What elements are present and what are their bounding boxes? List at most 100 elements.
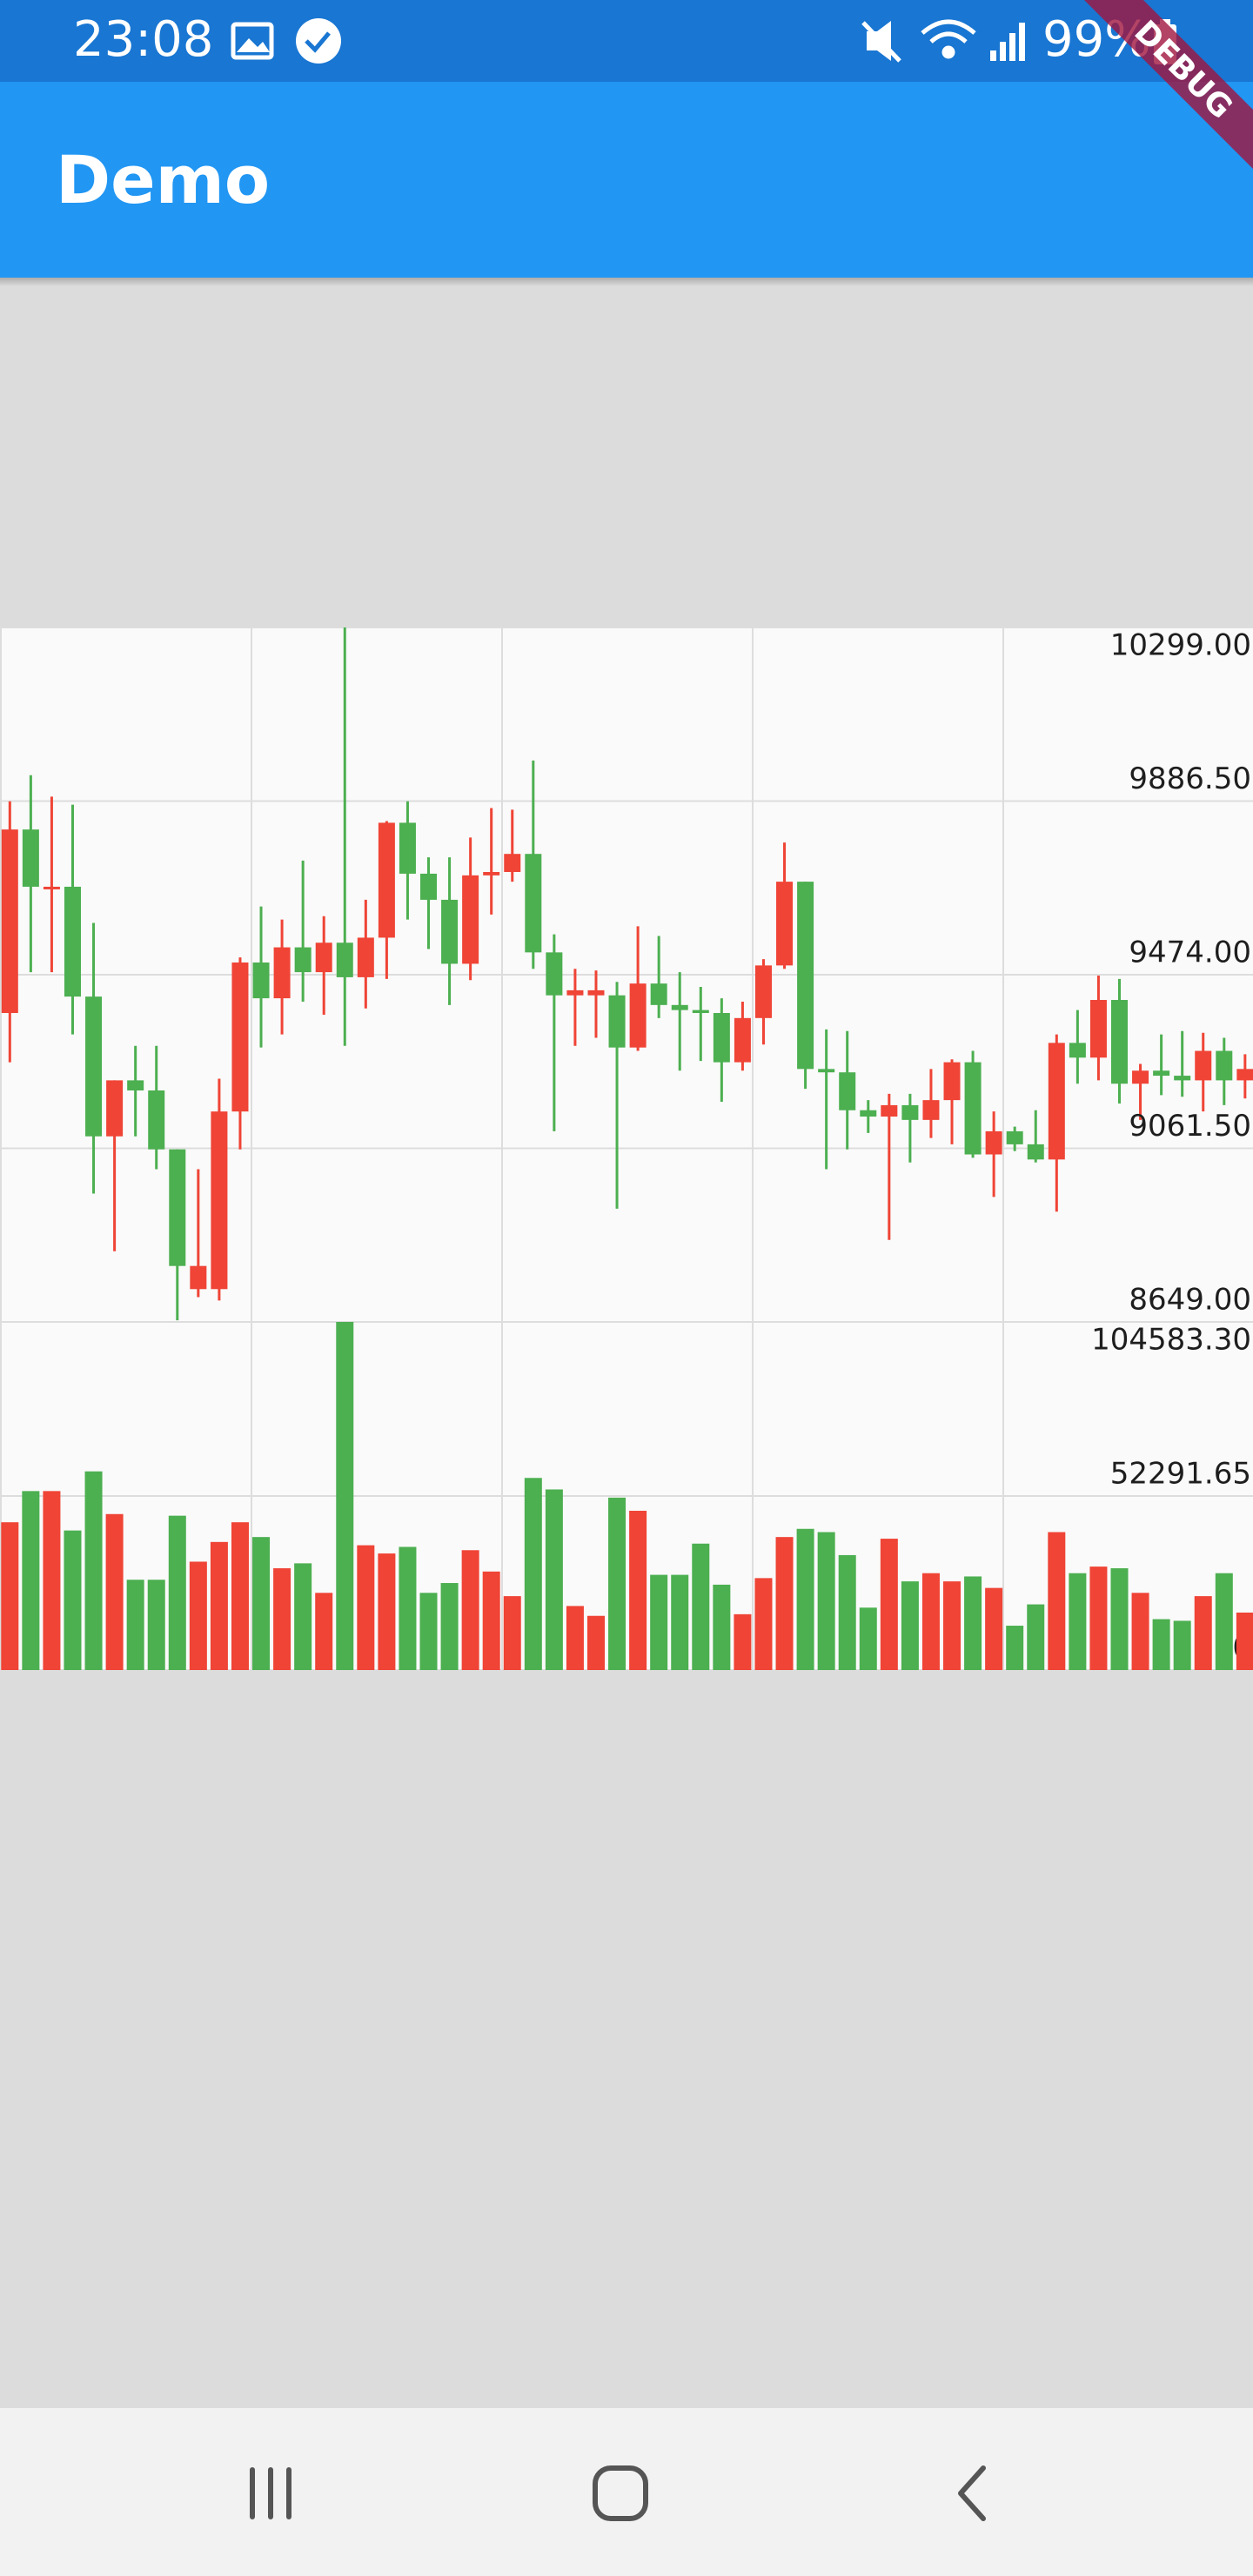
volume-bar: [419, 1593, 438, 1670]
volume-bar: [1048, 1532, 1066, 1670]
volume-bar: [671, 1574, 689, 1670]
candle-body: [1006, 1130, 1023, 1144]
candle-body: [713, 1013, 730, 1063]
home-button[interactable]: [593, 2465, 648, 2521]
candle-body: [441, 899, 459, 964]
volume-bar: [378, 1553, 396, 1670]
volume-bar: [1110, 1568, 1129, 1670]
candle-body: [629, 983, 647, 1048]
y-tick-label: 9061.50: [1129, 1109, 1251, 1144]
volume-bar: [586, 1615, 605, 1670]
volume-bar: [1006, 1626, 1024, 1670]
volume-bar: [692, 1543, 710, 1670]
candle-body: [64, 886, 81, 997]
volume-bar: [399, 1546, 417, 1670]
candle-body: [901, 1104, 919, 1120]
signal-icon: [990, 23, 1025, 61]
volume-bar: [775, 1537, 794, 1670]
volume-bar: [524, 1478, 542, 1670]
candle-body: [587, 989, 605, 996]
candle-body: [671, 1004, 688, 1010]
back-button[interactable]: [958, 2465, 986, 2521]
y-tick-label: 52291.65: [1110, 1457, 1251, 1492]
volume-bar: [64, 1530, 82, 1670]
volume-bar: [1131, 1593, 1149, 1670]
candle-body: [881, 1104, 898, 1117]
volume-bar: [22, 1491, 40, 1670]
candle-body: [546, 952, 563, 996]
candle-body: [169, 1149, 186, 1266]
gallery-icon: [231, 22, 274, 60]
volume-bar: [1152, 1619, 1170, 1670]
volume-bar: [503, 1596, 521, 1670]
volume-bar: [336, 1322, 354, 1670]
candle-body: [1236, 1069, 1253, 1081]
app-bar-title: Demo: [56, 141, 270, 218]
y-tick-label: 10299.00: [1110, 628, 1251, 663]
volume-bar: [566, 1606, 584, 1670]
volume-bar: [84, 1471, 103, 1670]
volume-bar: [859, 1607, 877, 1670]
volume-bar: [608, 1497, 626, 1670]
volume-bar: [147, 1580, 165, 1670]
y-tick-label: 9886.50: [1129, 761, 1251, 796]
candle-body: [357, 937, 374, 977]
volume-bar: [754, 1578, 773, 1670]
candle-body: [776, 882, 794, 966]
candle-body: [1069, 1043, 1086, 1058]
candle-body: [860, 1110, 877, 1117]
charts: 10299.00 9886.50 9474.00 9061.50 8649.00 1045…: [0, 627, 1253, 1671]
volume-bar: [461, 1550, 479, 1670]
volume-bar: [252, 1537, 271, 1670]
app-bar: [0, 82, 1253, 278]
candle-body: [839, 1072, 856, 1110]
candle-body: [462, 875, 479, 964]
volume-bar: [734, 1613, 752, 1670]
candle-body: [294, 947, 312, 973]
candle-body: [1110, 1000, 1128, 1084]
candle-body: [148, 1090, 165, 1150]
candle-body: [650, 983, 667, 1005]
volume-bar: [482, 1571, 500, 1670]
volume-bar: [901, 1581, 919, 1670]
candle-body: [818, 1069, 835, 1073]
volume-bar: [315, 1593, 333, 1670]
candle-body: [399, 822, 416, 874]
y-tick-label: 104583.30: [1091, 1323, 1251, 1358]
y-tick-label: 8649.00: [1129, 1283, 1251, 1318]
candle-body: [85, 996, 103, 1137]
candle-body: [964, 1062, 982, 1155]
candle-body: [231, 962, 249, 1112]
candle-body: [1, 829, 18, 1014]
volume-bar: [1194, 1596, 1212, 1670]
candle-body: [797, 882, 814, 1070]
y-tick-label: 9474.00: [1129, 936, 1251, 970]
candle-body: [1048, 1043, 1065, 1160]
volume-bar: [838, 1554, 856, 1670]
volume-bar: [545, 1489, 563, 1670]
notification-icon: [296, 18, 341, 64]
volume-bar: [440, 1583, 459, 1670]
volume-bar: [105, 1513, 124, 1670]
candle-body: [608, 995, 626, 1048]
candle-body: [127, 1080, 144, 1090]
volume-bar: [1215, 1573, 1233, 1670]
candle-body: [378, 822, 395, 938]
recents-button[interactable]: [250, 2467, 291, 2519]
candle-body: [22, 829, 39, 887]
status-time: 23:08: [73, 11, 213, 68]
volume-bar: [1089, 1566, 1108, 1670]
candle-body: [273, 947, 291, 999]
candle-body: [252, 962, 270, 999]
volume-bar: [294, 1563, 312, 1670]
volume-bar: [1236, 1612, 1253, 1670]
candle-body: [1174, 1076, 1191, 1081]
volume-bar: [43, 1491, 61, 1670]
candle-body: [43, 886, 60, 889]
volume-bar: [1173, 1620, 1191, 1670]
candle-body: [734, 1017, 751, 1063]
volume-bar: [189, 1561, 207, 1670]
wifi-icon: [921, 19, 976, 59]
